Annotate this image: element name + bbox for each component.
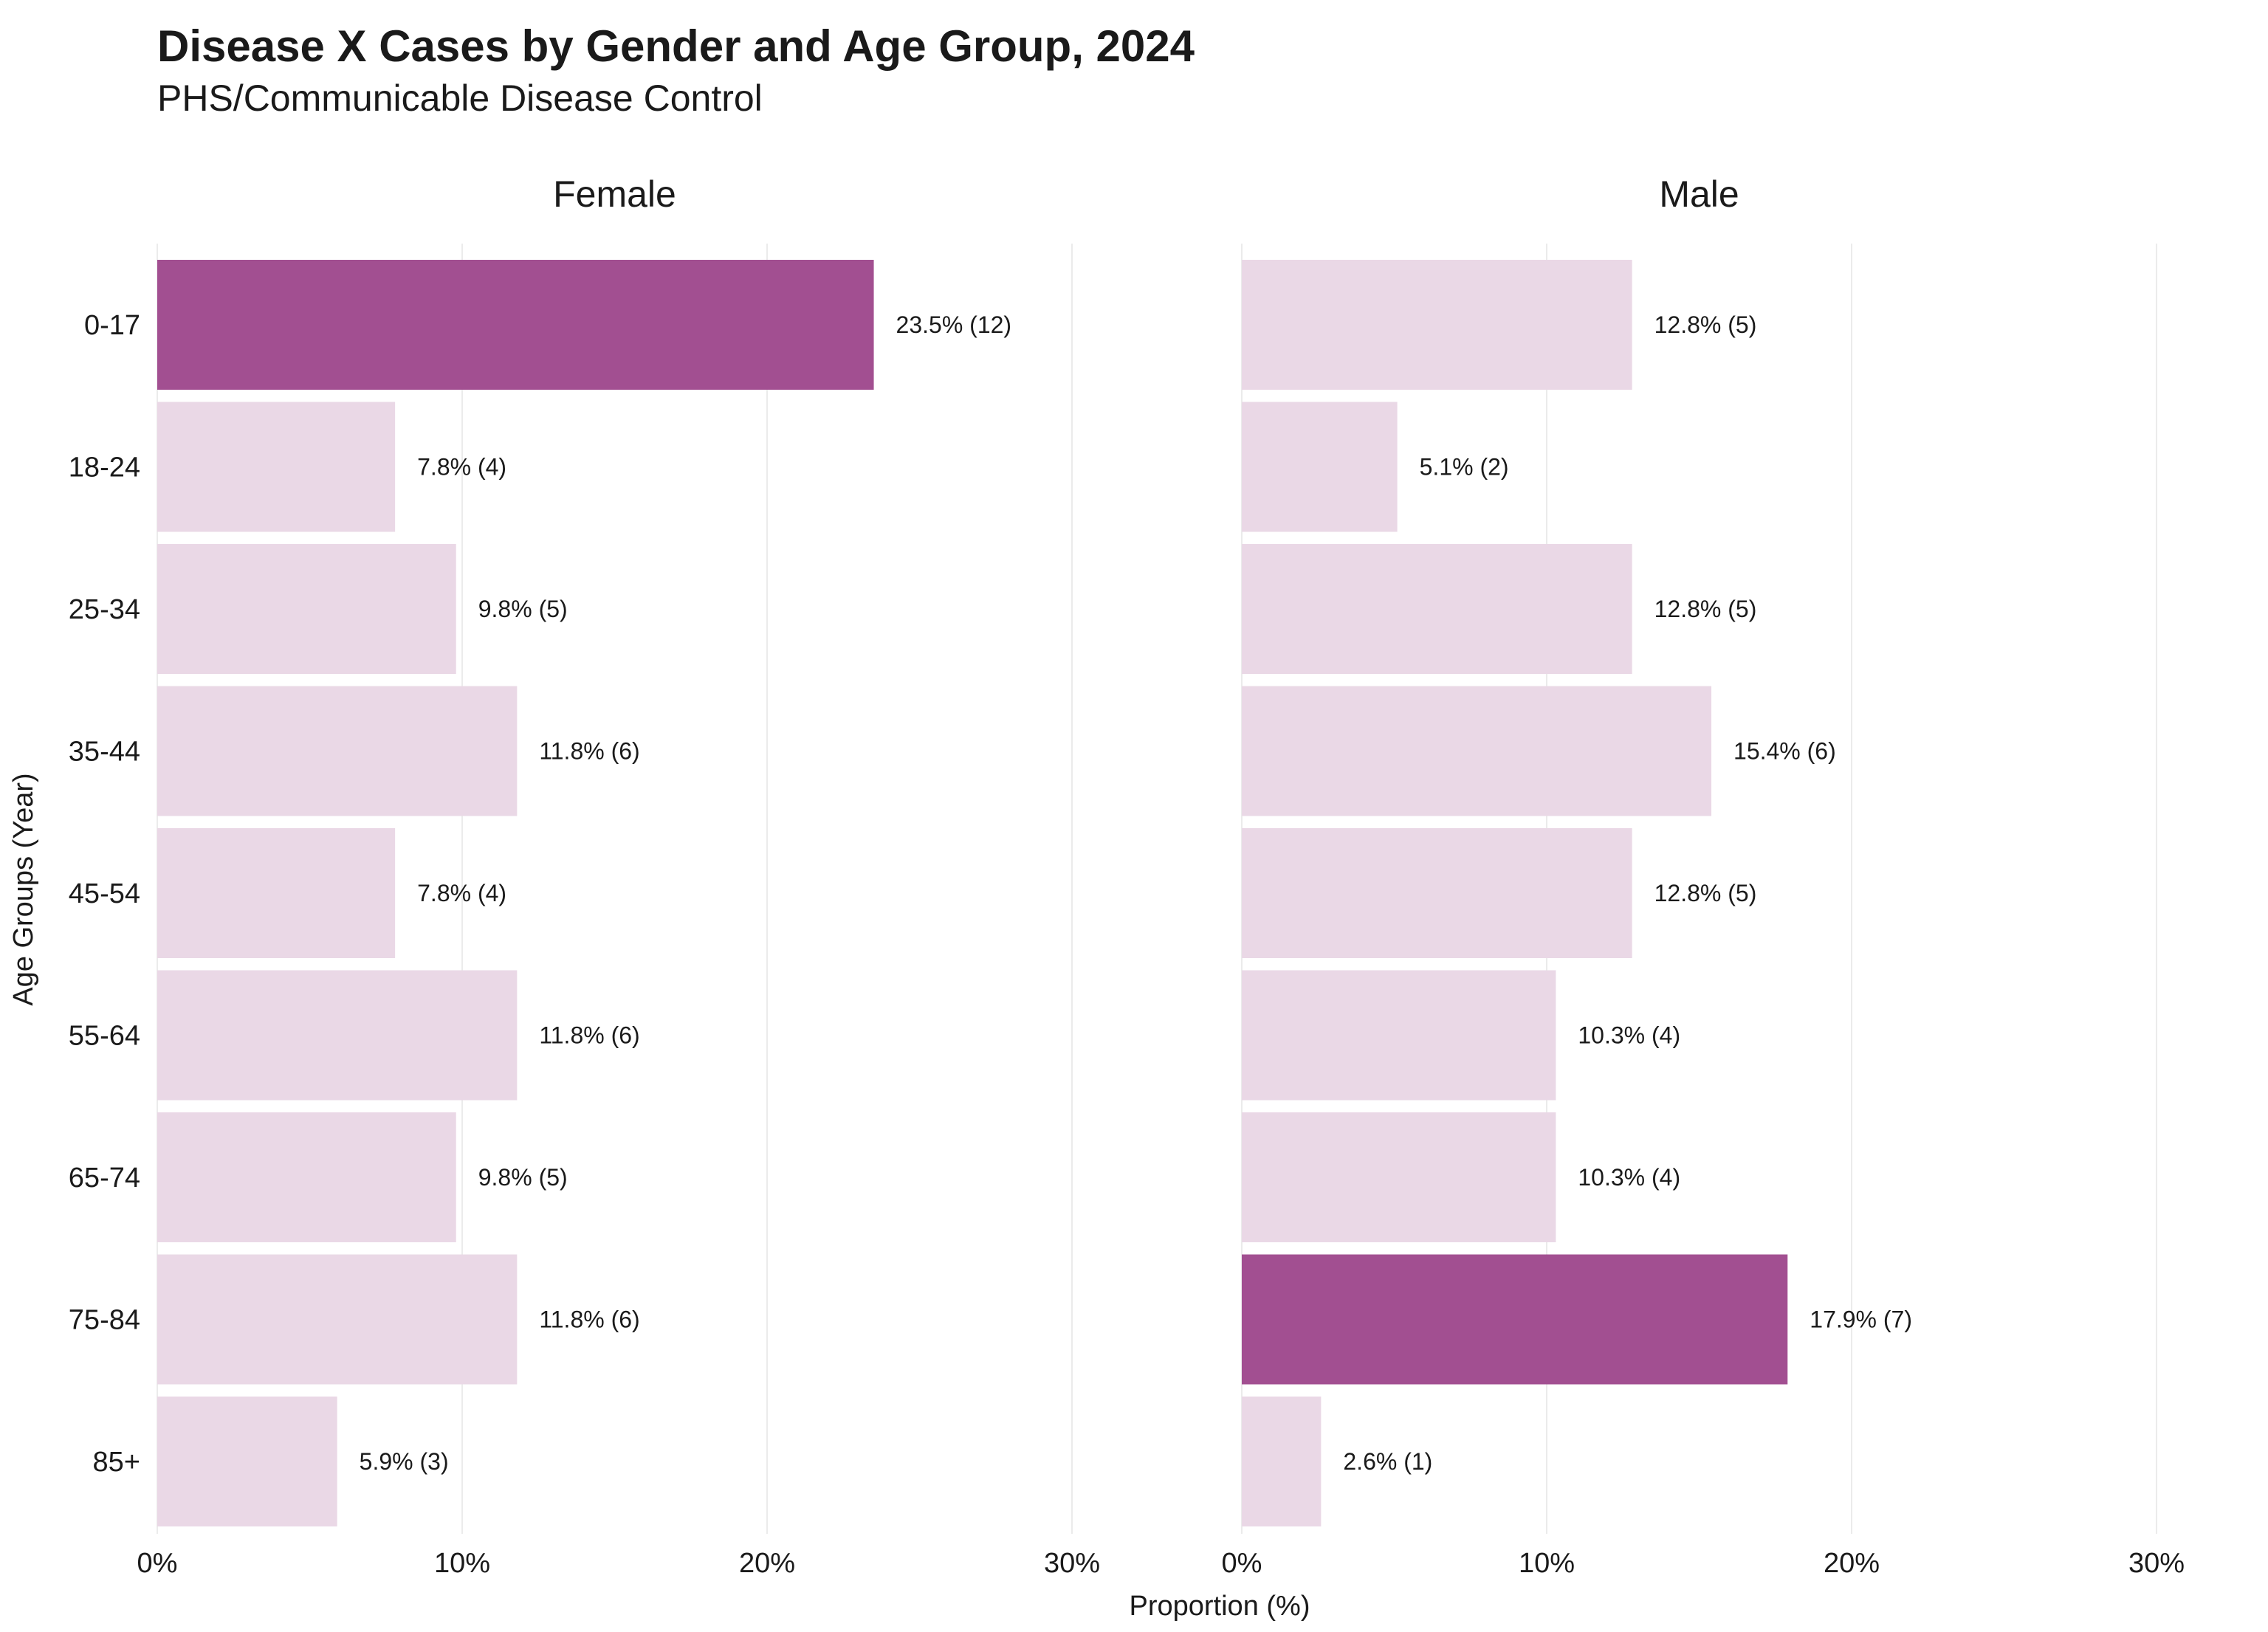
data-label-female-2: 9.8% (5) [478,596,568,622]
data-label-female-5: 11.8% (6) [539,1022,639,1049]
data-label-male-6: 10.3% (4) [1578,1164,1680,1191]
panel-title-female: Female [553,173,676,215]
bar-male-6 [1242,1112,1556,1242]
y-axis-title: Age Groups (Year) [8,773,39,1005]
data-label-female-4: 7.8% (4) [417,880,506,906]
data-label-male-7: 17.9% (7) [1810,1306,1912,1333]
x-tick-label-female-3: 30% [1044,1548,1100,1579]
x-tick-label-female-0: 0% [137,1548,178,1579]
x-tick-label-male-1: 10% [1519,1548,1575,1579]
bar-female-6 [157,1112,456,1242]
x-tick-label-female-2: 20% [739,1548,795,1579]
bar-female-4 [157,828,396,958]
data-label-female-1: 7.8% (4) [417,454,506,481]
data-label-male-8: 2.6% (1) [1343,1448,1432,1475]
y-tick-label-2: 25-34 [69,594,140,625]
y-tick-label-7: 75-84 [69,1305,140,1336]
bar-male-3 [1242,686,1712,816]
y-tick-label-5: 55-64 [69,1021,140,1052]
bar-male-5 [1242,970,1556,1101]
data-label-female-8: 5.9% (3) [360,1448,449,1475]
y-tick-label-3: 35-44 [69,737,140,768]
bar-female-7 [157,1254,518,1385]
data-label-male-2: 12.8% (5) [1654,596,1757,622]
x-tick-label-male-0: 0% [1222,1548,1262,1579]
data-label-female-6: 9.8% (5) [478,1164,568,1191]
bar-female-1 [157,402,396,532]
bar-female-5 [157,970,518,1101]
data-label-female-3: 11.8% (6) [539,738,639,765]
y-tick-label-0: 0-17 [84,310,140,341]
x-tick-label-male-2: 20% [1824,1548,1880,1579]
y-tick-label-1: 18-24 [69,452,140,483]
data-label-male-4: 12.8% (5) [1654,880,1757,906]
bar-male-8 [1242,1397,1322,1526]
x-tick-label-female-1: 10% [434,1548,490,1579]
bar-male-1 [1242,402,1398,532]
data-label-female-0: 23.5% (12) [896,311,1012,338]
y-tick-label-8: 85+ [93,1447,140,1478]
data-label-male-5: 10.3% (4) [1578,1022,1680,1049]
data-label-male-0: 12.8% (5) [1654,311,1757,338]
bar-female-8 [157,1397,337,1526]
y-tick-label-4: 45-54 [69,878,140,909]
bar-male-4 [1242,828,1632,958]
data-label-male-1: 5.1% (2) [1420,454,1509,481]
bar-male-7 [1242,1254,1788,1385]
bar-female-0 [157,260,874,390]
bar-female-2 [157,544,456,674]
chart-subtitle: PHS/Communicable Disease Control [157,78,763,119]
data-label-female-7: 11.8% (6) [539,1306,639,1333]
bar-female-3 [157,686,518,816]
bar-male-2 [1242,544,1632,674]
bar-male-0 [1242,260,1632,390]
panel-title-male: Male [1659,173,1739,215]
chart-title: Disease X Cases by Gender and Age Group,… [157,21,1195,71]
x-tick-label-male-3: 30% [2128,1548,2185,1579]
x-axis-title: Proportion (%) [1130,1591,1310,1622]
data-label-male-3: 15.4% (6) [1733,738,1836,765]
y-tick-label-6: 65-74 [69,1163,140,1194]
